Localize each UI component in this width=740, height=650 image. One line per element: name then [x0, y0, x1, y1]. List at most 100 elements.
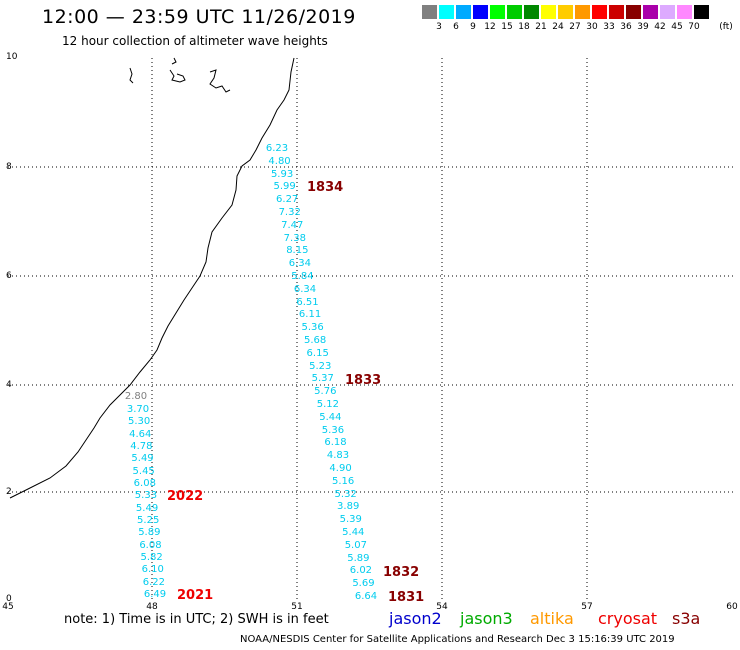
legend-swatch: [660, 5, 675, 19]
legend-label: 12: [484, 22, 496, 32]
legend-swatch: [541, 5, 556, 19]
pass-time-label: 1834: [307, 180, 344, 195]
x-tick-label: 48: [146, 602, 158, 612]
wave-height-value: 6.49: [143, 589, 167, 600]
wave-height-value: 5.12: [316, 399, 339, 410]
wave-height-value: 5.99: [273, 181, 296, 193]
legend-label: 6: [453, 22, 459, 32]
wave-height-value: 5.76: [314, 386, 337, 398]
legend-swatch: [524, 5, 539, 19]
legend-unit: (ft): [719, 22, 733, 32]
legend-label: 21: [535, 22, 547, 32]
wave-height-value: 5.44: [319, 411, 342, 423]
x-tick-label: 51: [291, 602, 303, 612]
legend-label: 24: [552, 22, 564, 32]
legend-swatch: [677, 5, 692, 19]
y-tick-label: 4: [6, 380, 12, 390]
wave-height-value: 4.90: [329, 463, 352, 474]
wave-height-value: 4.80: [268, 155, 291, 167]
wave-height-value: 5.23: [309, 360, 332, 372]
wave-height-value: 5.37: [311, 373, 334, 385]
x-tick-label: 54: [436, 602, 448, 612]
legend-label: 15: [501, 22, 513, 32]
wave-height-value: 5.30: [127, 416, 151, 428]
legend-swatch: [473, 5, 488, 19]
island-3: [209, 69, 231, 93]
legend-swatch: [609, 5, 624, 19]
legend-label: 70: [688, 22, 700, 32]
wave-height-value: 7.38: [283, 232, 306, 244]
pass-time-label: 1832: [383, 565, 420, 580]
legend-swatch: [643, 5, 658, 19]
y-tick-label: 6: [6, 271, 12, 281]
wave-height-value: 5.39: [339, 514, 362, 526]
legend-label: 27: [569, 22, 581, 32]
wave-height-value: 4.64: [129, 428, 152, 440]
wave-height-value: 6.34: [288, 258, 312, 270]
wave-height-value: 6.11: [298, 309, 322, 321]
satellite-name: jason3: [460, 609, 513, 628]
legend-label: 33: [603, 22, 615, 32]
credit-line: NOAA/NESDIS Center for Satellite Applica…: [240, 634, 675, 645]
map-subtitle: 12 hour collection of altimeter wave hei…: [62, 34, 328, 48]
satellite-name: altika: [530, 609, 574, 628]
legend-label: 39: [637, 22, 649, 32]
wave-height-value: 6.64: [354, 591, 378, 602]
wave-height-value: 5.16: [331, 475, 355, 487]
wave-height-value: 6.23: [265, 143, 289, 154]
footer-note: note: 1) Time is in UTC; 2) SWH is in fe…: [64, 612, 329, 627]
pass-time-label: 1831: [388, 590, 425, 605]
y-tick-label: 8: [6, 162, 12, 172]
wave-height-value: 4.78: [130, 441, 153, 452]
legend-swatch: [439, 5, 454, 19]
wave-height-value: 5.33: [134, 490, 158, 502]
wave-height-value: 5.36: [321, 424, 345, 436]
wave-height-value: 6.18: [324, 437, 347, 449]
satellite-name: cryosat: [598, 609, 658, 628]
grid-lines: [8, 58, 735, 600]
coastline: [9, 57, 295, 499]
wave-height-value: 5.82: [140, 552, 163, 563]
legend-label: 30: [586, 22, 598, 32]
wave-height-value: 5.69: [352, 578, 375, 590]
wave-height-value: 5.93: [270, 168, 294, 180]
pass-time-label: 2022: [167, 489, 204, 504]
y-tick-label: 10: [6, 52, 18, 62]
satellite-name: s3a: [672, 609, 701, 628]
wave-height-value: 6.08: [133, 478, 156, 489]
wave-height-value: 3.70: [126, 404, 150, 415]
legend-swatch: [592, 5, 607, 19]
legend-swatch: [558, 5, 573, 19]
wave-height-value: 5.68: [304, 335, 327, 346]
legend-swatch: [490, 5, 505, 19]
wave-height-value: 5.84: [291, 271, 314, 282]
legend-label: 42: [654, 22, 666, 32]
wave-height-value: 5.89: [347, 552, 370, 564]
x-tick-label: 45: [2, 602, 14, 612]
y-tick-label: 0: [6, 594, 12, 604]
coastline-path: [9, 57, 295, 499]
wave-height-value: 5.45: [132, 465, 155, 477]
wave-height-value: 5.36: [301, 322, 324, 334]
wave-height-value: 6.34: [293, 283, 317, 295]
island-1: [129, 67, 134, 84]
wave-height-value: 6.02: [349, 565, 373, 577]
legend-label: 45: [671, 22, 683, 32]
island-4: [171, 57, 177, 65]
wave-height-value: 6.15: [306, 347, 329, 359]
x-tick-label: 60: [726, 602, 738, 612]
wave-height-value: 6.10: [141, 564, 164, 576]
legend-label: 18: [518, 22, 530, 32]
satellite-name: jason2: [389, 609, 442, 628]
pass-time-label: 2021: [177, 588, 214, 603]
wave-height-value: 7.47: [281, 219, 304, 231]
legend-swatch: [575, 5, 590, 19]
x-tick-label: 57: [581, 602, 593, 612]
legend-swatch: [694, 5, 709, 19]
legend-label: 9: [470, 22, 476, 32]
pass-time-label: 1833: [345, 373, 382, 388]
wave-height-value: 7.32: [278, 207, 301, 218]
island-2: [169, 69, 186, 83]
wave-height-value: 5.49: [135, 502, 159, 514]
